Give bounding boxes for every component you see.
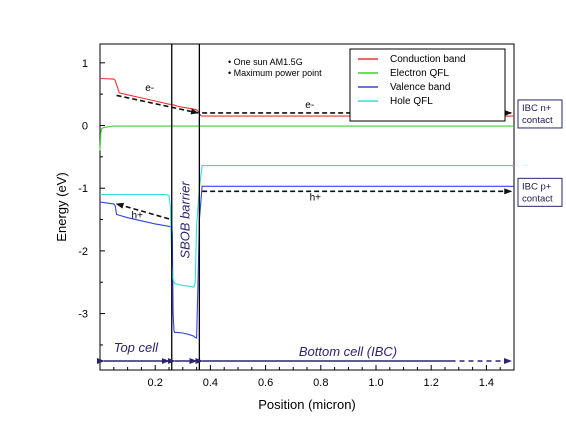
carrier-arrow-3	[115, 202, 170, 220]
electron-label: e-	[145, 83, 154, 94]
region-label-sbob: SBOB barrier	[178, 181, 193, 259]
x-tick-label: 1.4	[479, 377, 494, 389]
region-label-bottom-cell: Bottom cell (IBC)	[299, 344, 397, 359]
x-tick-label: 0.2	[148, 377, 163, 389]
legend-label: Conduction band	[390, 54, 466, 65]
region-layer: Top cell SBOB barrier Bottom cell (IBC)	[97, 44, 512, 370]
legend-label: Hole QFL	[390, 96, 433, 107]
x-axis-label: Position (micron)	[258, 397, 356, 412]
x-tick-label: 1.2	[424, 377, 439, 389]
contact-label: IBC n+	[522, 103, 552, 114]
carrier-arrow-1	[116, 94, 199, 115]
series-line-electron-qfl	[99, 125, 514, 151]
x-axis-ticks: 0.2 0.4 0.6 0.8 1.0 1.2 1.4	[113, 365, 501, 389]
y-tick-label: 1	[82, 58, 88, 70]
y-tick-label: 0	[82, 121, 88, 133]
electron-label: e-	[305, 100, 314, 111]
contact-box	[517, 177, 563, 207]
legend-label: Electron QFL	[390, 68, 449, 79]
series-line-hole-qfl	[100, 165, 514, 288]
carrier-arrow-layer: e-e-h+ h+	[115, 83, 513, 221]
condition-notes: • One sun AM1.5G• Maximum power point	[228, 57, 322, 78]
condition-note: • One sun AM1.5G	[228, 57, 303, 67]
hole-label: h+	[132, 210, 144, 221]
contact-box	[517, 99, 563, 129]
legend: Conduction band Electron QFL Valence band H…	[349, 48, 506, 122]
y-tick-label: -2	[78, 246, 88, 258]
contact-label: IBC p+	[522, 181, 552, 192]
contact-label: contact	[522, 115, 553, 126]
legend-label: Valence band	[390, 82, 450, 93]
legend-box	[349, 48, 506, 122]
region-label-top-cell: Top cell	[114, 340, 159, 355]
condition-note: • Maximum power point	[228, 68, 322, 78]
y-axis-ticks: 1 0 -1 -2 -3	[78, 58, 105, 346]
y-tick-label: -1	[78, 183, 88, 195]
x-tick-label: 0.4	[203, 377, 218, 389]
x-tick-label: 0.6	[258, 377, 273, 389]
x-tick-label: 1.0	[368, 377, 383, 389]
series-line-valence-band	[99, 185, 514, 339]
hole-label: h+	[310, 193, 322, 204]
y-axis-label: Energy (eV)	[54, 172, 69, 241]
y-tick-label: -3	[78, 309, 88, 321]
x-tick-label: 0.8	[313, 377, 328, 389]
contact-label: contact	[522, 193, 553, 204]
